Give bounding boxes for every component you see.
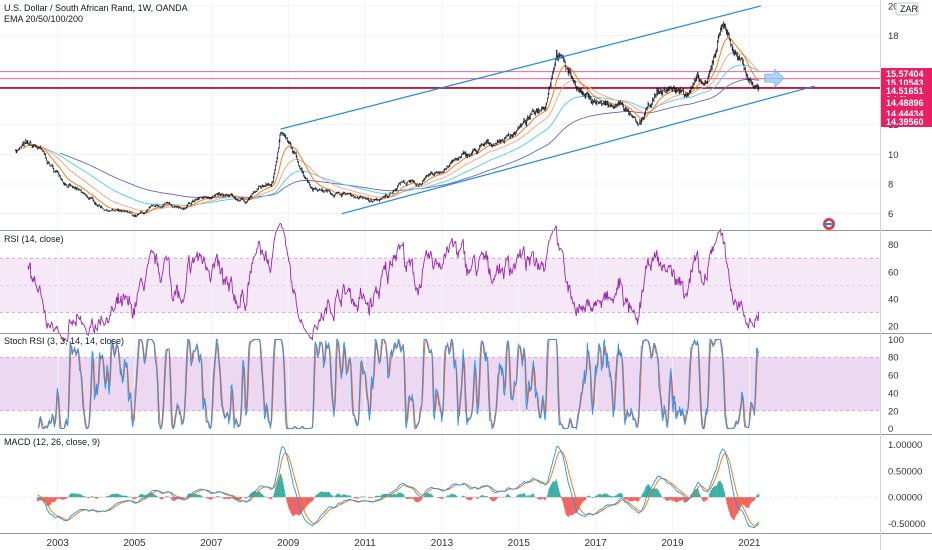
horizontal-levels (0, 71, 880, 89)
chart-title: U.S. Dollar / South African Rand, 1W, OA… (4, 3, 188, 13)
macd-tick-label: 0.50000 (888, 466, 922, 477)
x-tick-label: 2021 (738, 538, 761, 549)
macd-tick-label: 0.00000 (888, 493, 922, 504)
price-tag-bg (881, 108, 932, 119)
price-tag-label: 14.39560 (886, 117, 924, 127)
price-tick-label: 20 (888, 1, 899, 12)
stoch-k-line (37, 338, 759, 430)
channel-lower-line (341, 85, 815, 215)
price-tick-label: 10 (888, 150, 899, 161)
price-tag-label: 15.10543 (886, 78, 924, 88)
price-tag-label: 14.44434 (886, 109, 924, 119)
macd-line (37, 445, 760, 529)
price-candles (15, 21, 760, 218)
stoch-tick-label: 80 (888, 353, 899, 364)
macd-tick-label: 1.00000 (888, 440, 922, 451)
price-tick-label: 8 (888, 180, 893, 191)
ema-legend: EMA 20/50/100/200 (4, 14, 83, 24)
x-tick-label: 2007 (200, 538, 223, 549)
x-axis: 2003 2005 2007 2009 2011 2013 2015 2017 2019 2021 (47, 538, 761, 549)
price-tag-label: 15.57404 (886, 69, 924, 79)
price-tag-bg (881, 116, 932, 127)
projection-arrow (764, 68, 785, 89)
stoch-band (0, 357, 880, 411)
price-tag-bg (881, 97, 932, 108)
stoch-d-line (37, 338, 760, 430)
price-tag-bg (881, 77, 932, 88)
arrow-shape (764, 68, 785, 89)
stoch-tick-label: 20 (888, 406, 899, 417)
x-tick-label: 2009 (277, 538, 300, 549)
price-tag-label: 14.51651 (886, 86, 924, 96)
rsi-legend: RSI (14, close) (4, 234, 64, 244)
x-tick-label: 2011 (354, 538, 376, 549)
x-tick-label: 2019 (661, 538, 684, 549)
stoch-rsi-pane[interactable] (37, 338, 760, 430)
price-tag-bg (881, 85, 932, 96)
price-tag-bg (881, 68, 932, 79)
logo-icon (823, 218, 835, 230)
price-tick-label: 18 (888, 31, 899, 42)
stoch-rsi-legend: Stoch RSI (3, 3, 14, 14, close) (4, 336, 124, 346)
price-tick-label: 6 (888, 209, 893, 220)
macd-tick-label: -0.50000 (888, 519, 926, 530)
price-tag-label: 14.48896 (886, 98, 924, 108)
macd-pane[interactable] (37, 445, 760, 529)
currency-badge[interactable] (895, 2, 919, 16)
y-axis: 681012141820204060800204060801001.000000… (888, 1, 926, 530)
stoch-tick-label: 60 (888, 371, 899, 382)
price-pane[interactable] (0, 5, 880, 218)
ema-200-line (59, 78, 759, 198)
stoch-tick-label: 40 (888, 388, 899, 399)
x-tick-label: 2015 (508, 538, 531, 549)
currency-label: ZAR (900, 4, 919, 14)
x-tick-label: 2017 (585, 538, 608, 549)
rsi-line (27, 222, 760, 343)
trend-channel (280, 5, 815, 215)
rsi-tick-label: 80 (888, 240, 899, 251)
x-tick-label: 2005 (123, 538, 146, 549)
stoch-tick-label: 0 (888, 424, 893, 435)
x-tick-label: 2013 (431, 538, 454, 549)
rsi-tick-label: 40 (888, 295, 899, 306)
rsi-tick-label: 60 (888, 267, 899, 278)
rsi-pane[interactable] (27, 222, 760, 343)
channel-upper-line (280, 5, 762, 130)
rsi-tick-label: 20 (888, 322, 899, 333)
x-tick-label: 2003 (47, 538, 70, 549)
macd-legend: MACD (12, 26, close, 9) (4, 437, 100, 447)
stoch-tick-label: 100 (888, 335, 904, 346)
